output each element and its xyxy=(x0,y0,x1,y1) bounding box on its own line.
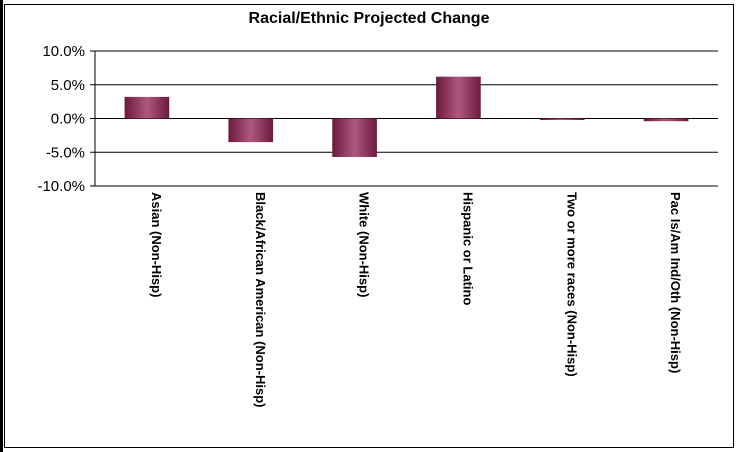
category-label: Black/African American (Non-Hisp) xyxy=(253,192,268,408)
y-tick-label: -10.0% xyxy=(37,178,85,195)
category-label: Hispanic or Latino xyxy=(460,192,475,305)
y-tick-label: 5.0% xyxy=(51,77,85,94)
bar xyxy=(332,118,377,157)
category-label: Two or more races (Non-Hisp) xyxy=(564,192,579,377)
category-label: Pac Is/Am Ind/Oth (Non-Hisp) xyxy=(668,192,683,373)
gridlines xyxy=(95,50,718,187)
axes xyxy=(90,50,96,187)
bars xyxy=(124,76,689,157)
bar xyxy=(643,118,689,122)
y-tick-label: 0.0% xyxy=(51,111,85,128)
y-tick-label: -5.0% xyxy=(46,144,85,161)
category-label: Asian (Non-Hisp) xyxy=(149,192,164,297)
left-border xyxy=(0,0,3,452)
y-tick-label: 10.0% xyxy=(42,43,85,60)
bar xyxy=(228,118,274,143)
chart-title: Racial/Ethnic Projected Change xyxy=(248,10,490,27)
bar xyxy=(436,76,481,119)
bar xyxy=(539,118,585,120)
bar xyxy=(124,96,170,119)
category-label: White (Non-Hisp) xyxy=(357,192,372,297)
labels: 10.0% 5.0% 0.0% -5.0% -10.0% Asian (Non-Hisp)… xyxy=(37,43,683,408)
chart-frame xyxy=(4,4,734,448)
